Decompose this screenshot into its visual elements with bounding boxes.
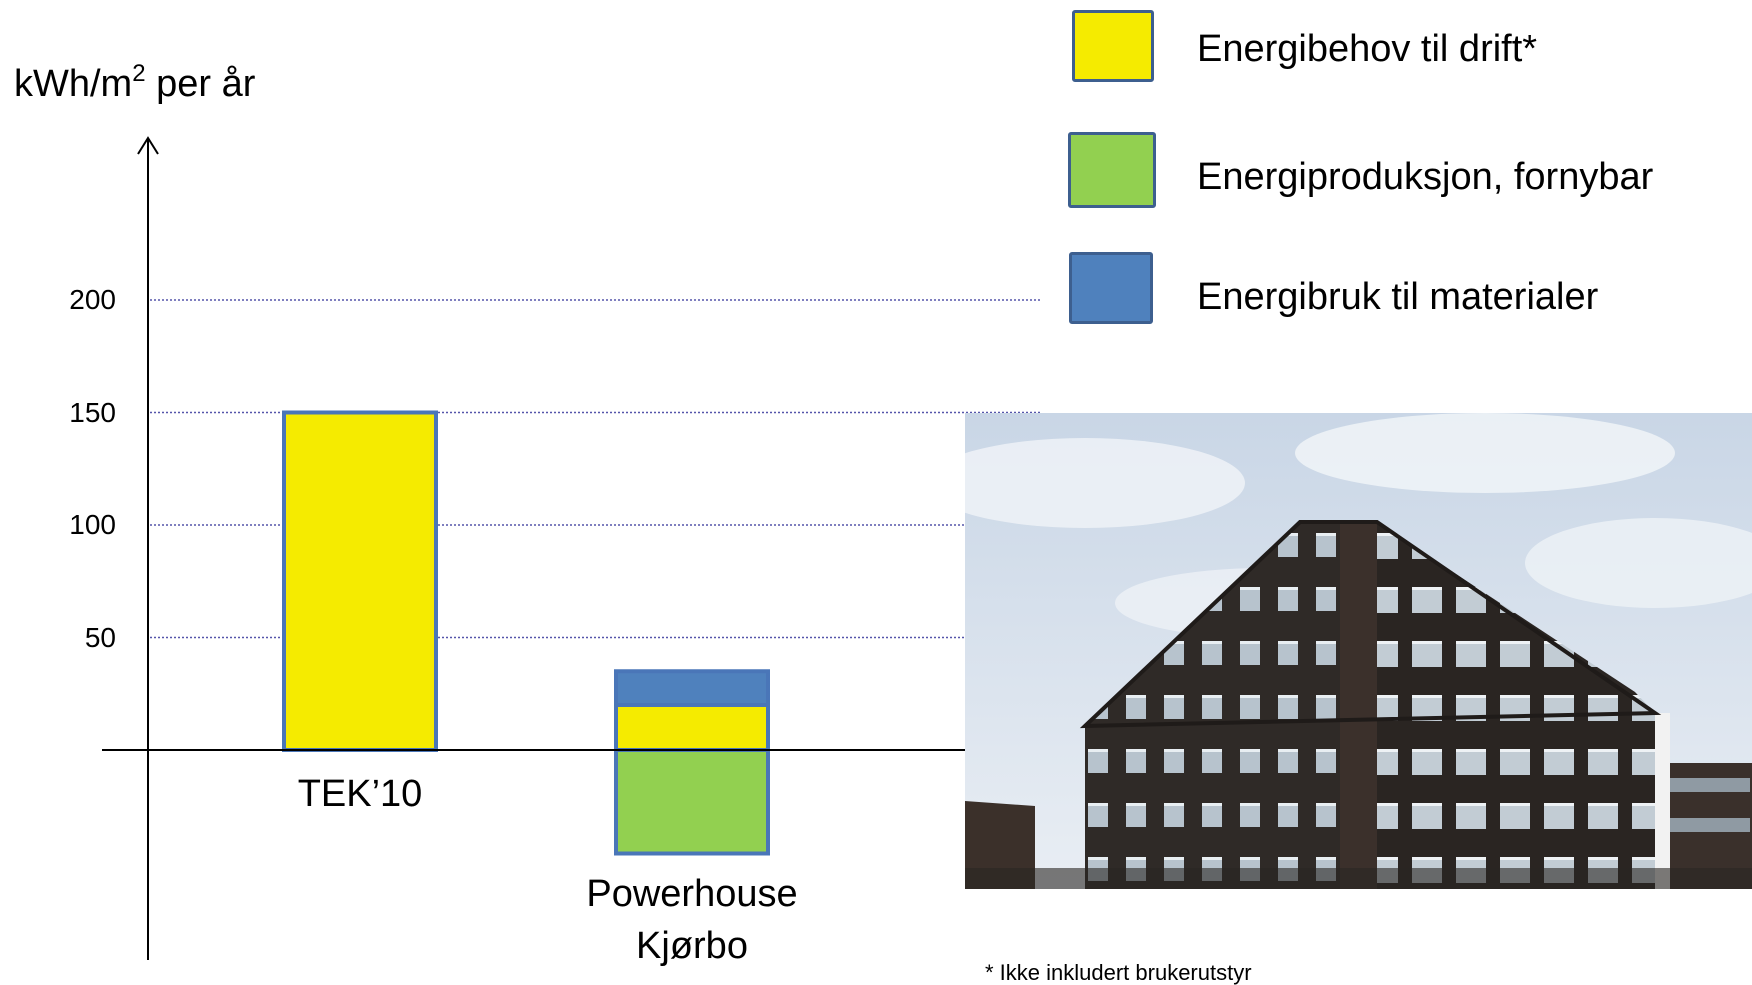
y-tick-label-50: 50 [84,621,116,653]
category-label-line: Kjørbo [636,925,748,968]
building-photo [965,413,1752,889]
legend-label: Energiproduksjon, fornybar [1197,156,1654,198]
legend-item: Energibruk til materialer [1069,252,1752,332]
footnote: * Ikke inkludert brukerutstyr [985,960,1252,985]
legend-swatch [1072,10,1154,82]
legend-swatch [1069,252,1153,324]
legend: Energibehov til drift* Energiproduksjon, … [1068,8,1752,328]
y-tick-label-150: 150 [69,396,116,428]
y-axis-label: kWh/m2 per år [14,60,256,105]
bar-1-energibehov [614,703,770,752]
category-label-line: Powerhouse [586,873,798,915]
legend-label: Energibruk til materialer [1197,276,1599,318]
legend-label: Energibehov til drift* [1197,28,1538,70]
legend-item: Energiproduksjon, fornybar [1068,132,1752,212]
legend-item: Energibehov til drift* [1072,8,1752,88]
legend-swatch [1068,132,1156,208]
category-label-1: Powerhouse Kjørbo [542,868,842,973]
bar-1-energibruk [614,669,770,707]
bar-0-energibehov [282,410,438,752]
bar-1-energiproduksjon [614,748,770,856]
building-photo-image [965,413,1752,889]
y-axis-arrow [137,136,159,155]
y-tick-label-100: 100 [69,509,116,540]
category-label-line: TEK’10 [297,773,423,815]
category-label-0: TEK’10 [210,768,510,820]
y-tick-label-200: 200 [69,284,116,315]
axes [102,136,1040,960]
